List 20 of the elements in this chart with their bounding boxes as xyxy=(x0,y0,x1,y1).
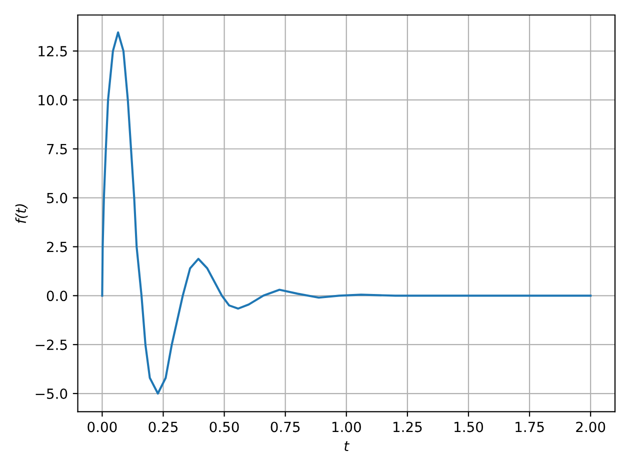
x-tick-label: 1.75 xyxy=(516,422,544,432)
line-series xyxy=(101,31,592,395)
x-tick-label: 0.25 xyxy=(148,422,178,432)
y-tick-label: 10.0 xyxy=(38,94,68,106)
x-axis-title: t xyxy=(344,441,350,451)
x-tick-label: 2.00 xyxy=(576,422,606,432)
x-tick-label: 1.25 xyxy=(394,422,422,432)
y-tick-label: 2.5 xyxy=(46,242,67,252)
y-tick-label: 0.0 xyxy=(46,290,68,302)
y-tick-label: −2.5 xyxy=(36,340,67,350)
y-tick-label: 7.5 xyxy=(47,144,67,154)
x-tick-label: 0.00 xyxy=(88,422,117,432)
x-tick-label: 0.75 xyxy=(270,422,300,432)
x-tick-label: 1.50 xyxy=(454,422,484,432)
x-tick-label: 1.00 xyxy=(332,422,361,432)
y-tick-label: −5.0 xyxy=(36,388,68,399)
x-tick-label: 0.50 xyxy=(210,422,239,432)
y-tick-label: 12.5 xyxy=(38,46,67,56)
y-tick-label: 5.0 xyxy=(47,192,68,204)
y-axis-title: f(t) xyxy=(15,204,28,224)
